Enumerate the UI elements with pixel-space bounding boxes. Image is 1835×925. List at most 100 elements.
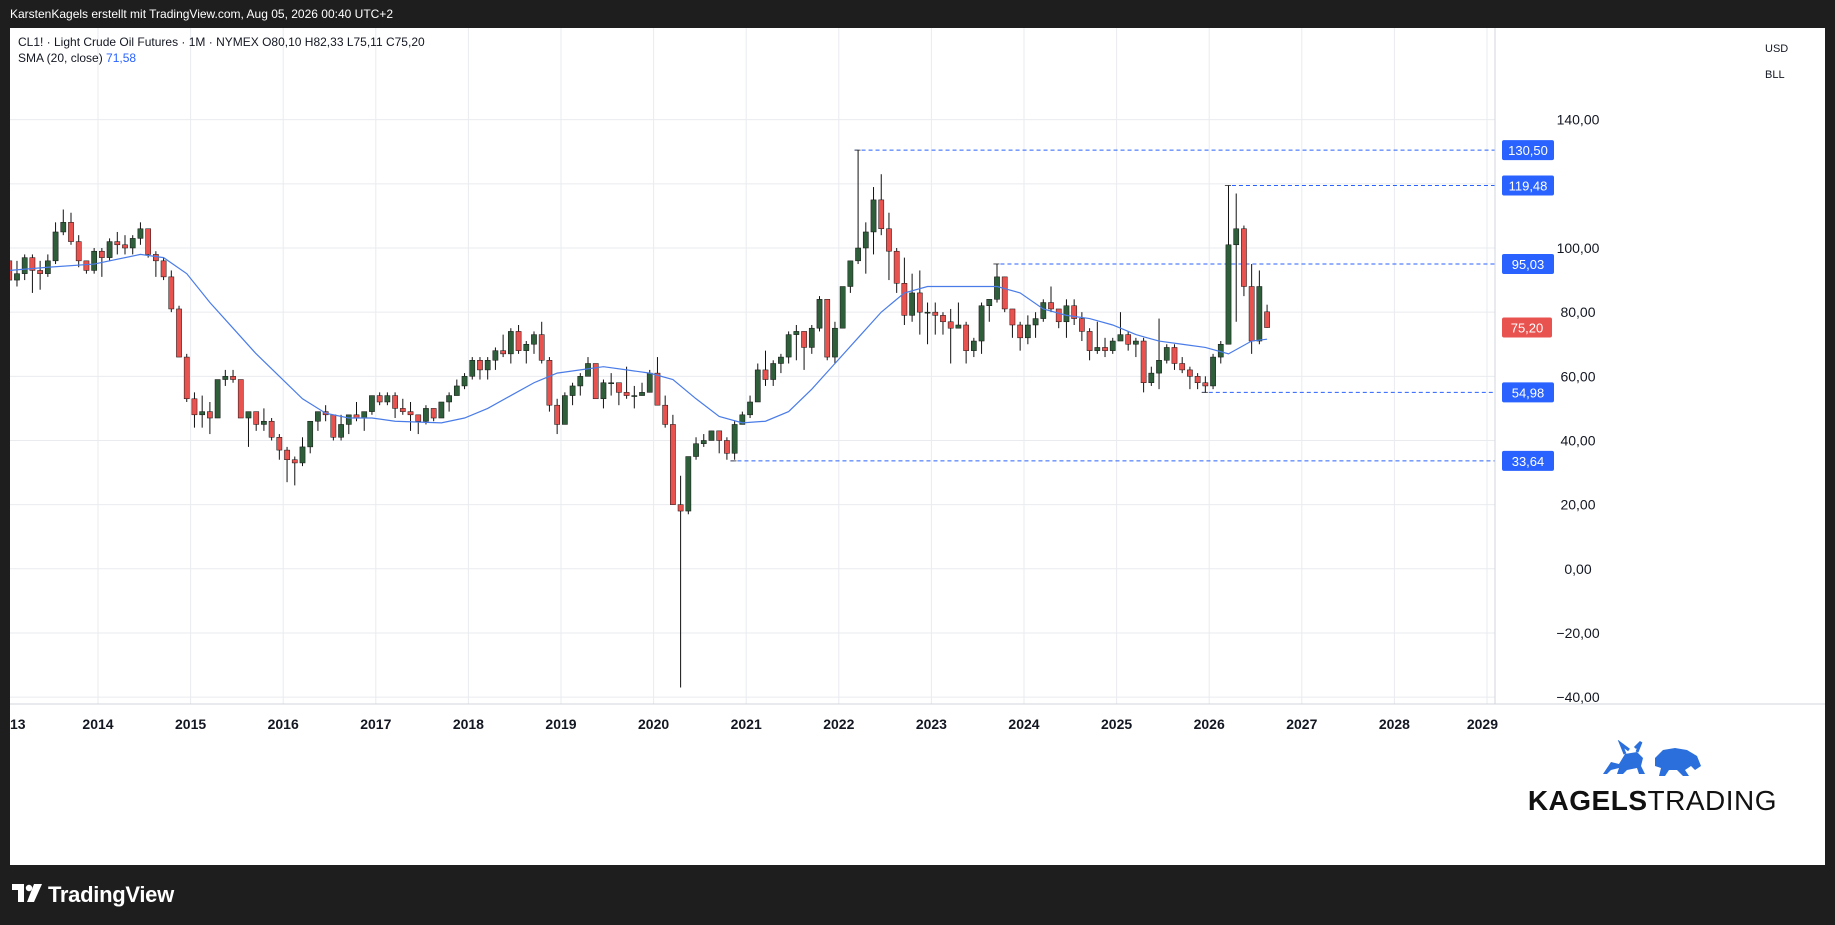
candle-body bbox=[91, 250, 97, 271]
time-tick-label: 2019 bbox=[545, 716, 576, 732]
candle bbox=[623, 366, 630, 399]
footer-bar: TradingView bbox=[0, 865, 1835, 925]
candle bbox=[1133, 337, 1139, 358]
level-label-box bbox=[1502, 450, 1554, 471]
candle-body bbox=[1063, 305, 1070, 323]
candle-body bbox=[1241, 228, 1247, 287]
candle bbox=[10, 260, 13, 281]
candle-body bbox=[484, 360, 491, 371]
candle bbox=[909, 273, 915, 322]
candle bbox=[616, 382, 622, 406]
candle bbox=[523, 341, 530, 364]
candle bbox=[654, 357, 661, 406]
time-axis-ticks[interactable]: 13 2014 2015 2016 2017 2018 2019 2020 2021 2022 20… bbox=[10, 716, 1498, 732]
candle bbox=[399, 398, 406, 415]
bull-bear-logo-icon bbox=[1603, 739, 1702, 776]
candle bbox=[1202, 376, 1209, 393]
candle-body bbox=[477, 360, 483, 371]
candle bbox=[361, 411, 368, 431]
candle bbox=[315, 411, 321, 431]
tradingview-logo[interactable]: TradingView bbox=[12, 882, 174, 908]
chart-legend[interactable]: CL1! · Light Crude Oil Futures · 1M · NY… bbox=[18, 34, 425, 66]
candle-body bbox=[399, 408, 406, 412]
candle bbox=[747, 395, 753, 419]
candle bbox=[376, 392, 383, 406]
candle bbox=[731, 421, 738, 460]
sma-value: 71,58 bbox=[106, 51, 137, 65]
time-tick-label: 2020 bbox=[638, 716, 669, 732]
candle-body bbox=[955, 324, 962, 329]
candle bbox=[1117, 312, 1124, 342]
candle-body bbox=[114, 241, 121, 246]
candle bbox=[677, 475, 684, 688]
candle-body bbox=[538, 334, 545, 361]
candle bbox=[446, 392, 452, 412]
candle-body bbox=[160, 260, 167, 278]
symbol-info[interactable]: CL1! · Light Crude Oil Futures · 1M · NY… bbox=[18, 35, 259, 49]
chart-panel[interactable]: 140,00 100,00 80,00 60,00 40,00 20,00 0,00 −20,… bbox=[10, 28, 1825, 865]
candle bbox=[924, 302, 931, 345]
candle bbox=[1125, 331, 1132, 351]
candle bbox=[716, 430, 723, 454]
candle bbox=[878, 174, 885, 236]
candle-body bbox=[345, 414, 352, 425]
chart-caption: KarstenKagels erstellt mit TradingView.c… bbox=[10, 7, 393, 21]
candle-body bbox=[423, 408, 429, 422]
sma-label[interactable]: SMA (20, close) bbox=[18, 51, 103, 65]
symbol-line[interactable]: CL1! · Light Crude Oil Futures · 1M · NY… bbox=[18, 34, 425, 50]
candle-body bbox=[37, 270, 43, 274]
candle-body bbox=[214, 379, 221, 419]
price-chart[interactable]: 140,00 100,00 80,00 60,00 40,00 20,00 0,00 −20,… bbox=[10, 28, 1825, 865]
candle bbox=[145, 228, 152, 258]
candle-body bbox=[816, 299, 823, 329]
currency-label[interactable]: USD bbox=[1765, 43, 1789, 55]
candle bbox=[122, 235, 128, 255]
candle bbox=[299, 437, 306, 467]
candle bbox=[569, 382, 576, 406]
candle-body bbox=[970, 340, 977, 351]
candle-body bbox=[1187, 369, 1193, 377]
time-tick-label: 2026 bbox=[1194, 716, 1225, 732]
candle-body bbox=[245, 411, 252, 419]
candle-body bbox=[1264, 311, 1270, 328]
candle-body bbox=[901, 283, 908, 316]
candle-body bbox=[700, 440, 707, 444]
candle bbox=[1055, 308, 1062, 329]
candle-body bbox=[932, 311, 939, 316]
candle-body bbox=[145, 228, 152, 255]
candle-body bbox=[361, 411, 368, 419]
candle bbox=[68, 212, 74, 245]
sma-line-legend[interactable]: SMA (20, close) 71,58 bbox=[18, 50, 425, 66]
kagels-trading-watermark: KAGELSTRADING bbox=[1528, 739, 1777, 817]
candle-body bbox=[677, 504, 684, 512]
candle bbox=[469, 357, 476, 380]
horizontal-levels bbox=[730, 149, 1495, 462]
candle-body bbox=[670, 424, 676, 505]
price-tick-label: 140,00 bbox=[1557, 112, 1600, 128]
candle-body bbox=[916, 292, 923, 313]
candle-body bbox=[631, 395, 638, 397]
candle bbox=[1264, 304, 1270, 328]
candle bbox=[284, 446, 290, 483]
time-tick-label: 2023 bbox=[916, 716, 947, 732]
price-tick-label: 40,00 bbox=[1560, 432, 1595, 448]
candle bbox=[808, 324, 815, 354]
time-tick-label: 2024 bbox=[1008, 716, 1039, 732]
candle-body bbox=[268, 420, 275, 438]
candle-body bbox=[369, 395, 375, 412]
candle bbox=[369, 395, 375, 415]
price-units[interactable]: USD BLL bbox=[1765, 36, 1805, 88]
candle-body bbox=[168, 276, 175, 310]
candle bbox=[1009, 308, 1016, 338]
candle-body bbox=[832, 327, 838, 358]
candle bbox=[978, 302, 985, 354]
candle bbox=[1040, 299, 1047, 322]
price-axis-ticks[interactable]: 140,00 100,00 80,00 60,00 40,00 20,00 0,00 −20,… bbox=[1556, 112, 1599, 705]
candle-body bbox=[307, 420, 314, 448]
candle-body bbox=[963, 324, 969, 351]
unit-label[interactable]: BLL bbox=[1765, 69, 1785, 81]
candle bbox=[153, 251, 159, 277]
candle-body bbox=[1179, 363, 1186, 371]
candle-body bbox=[469, 360, 476, 377]
candle-body bbox=[453, 385, 460, 396]
